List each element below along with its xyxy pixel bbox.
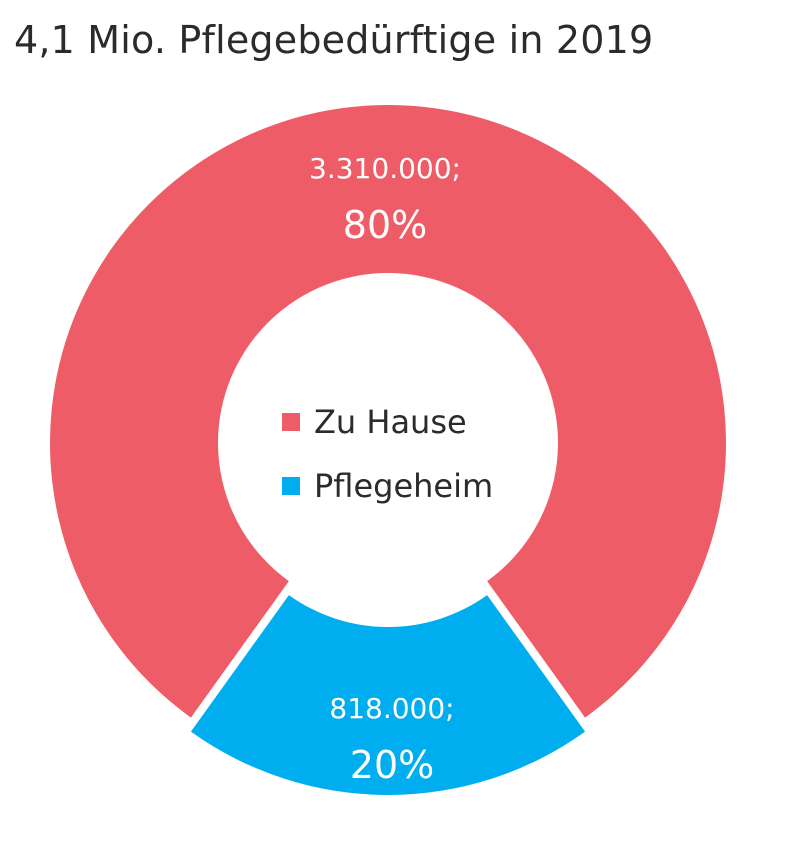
- legend-item-pflegeheim: Pflegeheim: [282, 466, 493, 506]
- slice-zu-hause: [49, 104, 726, 718]
- legend-swatch-zu-hause: [282, 413, 300, 431]
- percent-label-pflegeheim: 20%: [350, 743, 434, 787]
- value-label-zu-hause: 3.310.000;: [309, 152, 461, 185]
- slice-labels: 3.310.000; 80% 818.000; 20%: [309, 152, 461, 787]
- legend-label-pflegeheim: Pflegeheim: [314, 467, 494, 505]
- chart-title: 4,1 Mio. Pflegebedürftige in 2019: [14, 18, 654, 62]
- legend-label-zu-hause: Zu Hause: [314, 403, 467, 441]
- legend: Zu Hause Pflegeheim: [282, 402, 493, 530]
- legend-item-zu-hause: Zu Hause: [282, 402, 493, 442]
- legend-swatch-pflegeheim: [282, 477, 300, 495]
- donut-slices: [49, 104, 726, 795]
- value-label-pflegeheim: 818.000;: [329, 692, 454, 725]
- percent-label-zu-hause: 80%: [343, 203, 427, 247]
- slice-pflegeheim: [190, 595, 586, 795]
